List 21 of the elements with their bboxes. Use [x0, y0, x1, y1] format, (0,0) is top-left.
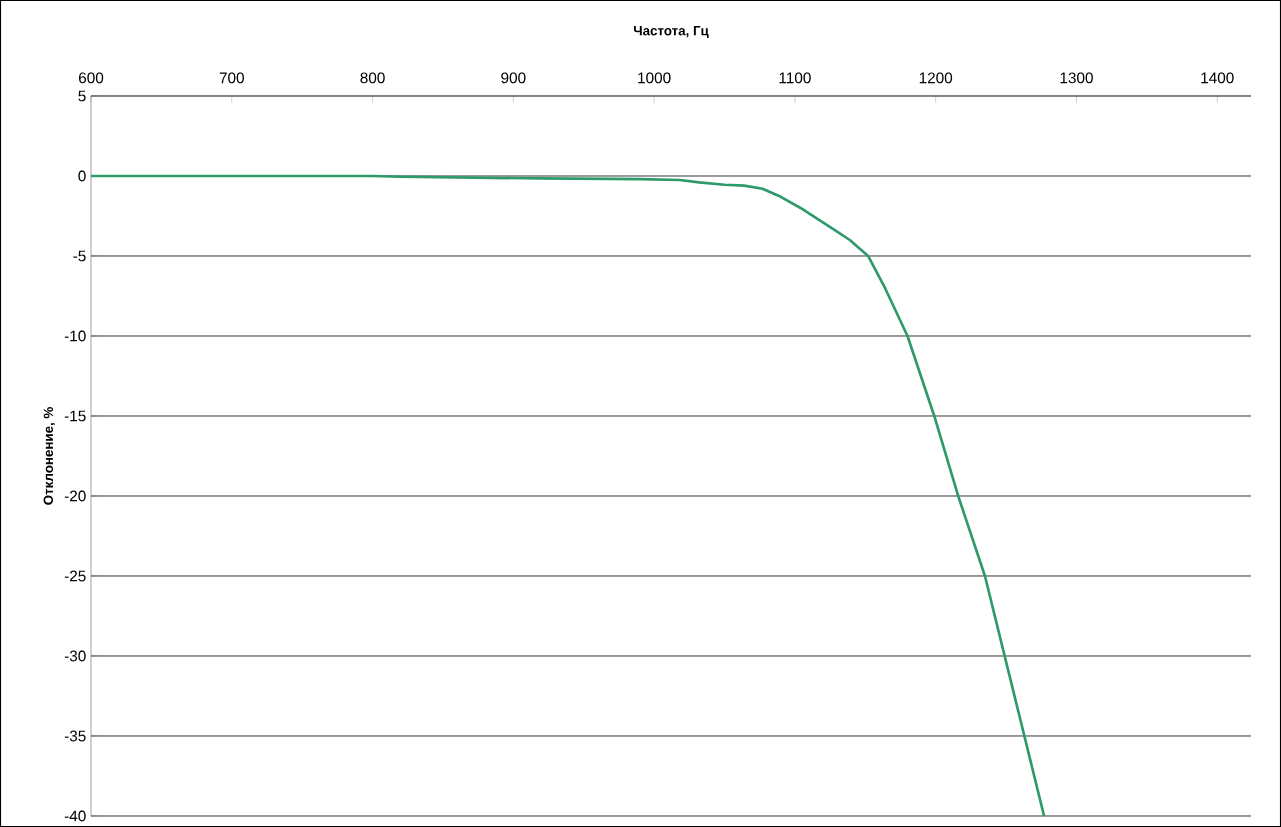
x-tick-label: 1400: [1201, 72, 1234, 84]
y-tick-label: -15: [64, 410, 86, 422]
y-tick-label: -30: [64, 650, 86, 662]
x-tick-label: 1000: [638, 72, 671, 84]
x-axis-title: Частота, Гц: [633, 26, 709, 38]
y-tick-label: -20: [64, 490, 86, 502]
y-tick-label: -10: [64, 330, 86, 342]
y-tick-label: -35: [64, 730, 86, 742]
x-tick-label: 700: [219, 72, 244, 84]
y-tick-label: 5: [78, 90, 86, 102]
y-tick-label: -40: [64, 810, 86, 822]
y-tick-label: -25: [64, 570, 86, 582]
x-tick-label: 1300: [1060, 72, 1093, 84]
x-tick-label: 800: [360, 72, 385, 84]
y-tick-label: -5: [73, 250, 86, 262]
x-tick-label: 1200: [919, 72, 953, 84]
y-tick-label: 0: [78, 170, 86, 182]
x-tick-label: 1100: [779, 72, 811, 84]
x-tick-label: 900: [501, 72, 526, 84]
y-axis-title: Отклонение, %: [43, 407, 55, 505]
x-tick-label: 600: [78, 72, 104, 84]
